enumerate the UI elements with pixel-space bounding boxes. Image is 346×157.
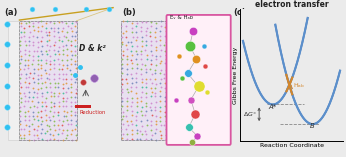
Title: Excited state
electron transfer: Excited state electron transfer bbox=[255, 0, 328, 9]
Text: (b): (b) bbox=[122, 8, 136, 17]
Bar bbox=[19, 21, 76, 141]
Text: H$_{\rm ab}$: H$_{\rm ab}$ bbox=[293, 81, 305, 90]
FancyBboxPatch shape bbox=[166, 15, 231, 145]
Text: D & k²: D & k² bbox=[79, 44, 106, 53]
Bar bbox=[19, 21, 76, 141]
Text: A*: A* bbox=[269, 104, 277, 110]
Text: $\Delta G°$: $\Delta G°$ bbox=[244, 110, 257, 118]
Text: (a): (a) bbox=[4, 8, 18, 17]
Y-axis label: Gibbs Free Energy: Gibbs Free Energy bbox=[234, 47, 238, 104]
Text: Eᵥ & Hₐᴅ: Eᵥ & Hₐᴅ bbox=[170, 15, 193, 20]
Bar bbox=[8, 21, 19, 141]
Bar bbox=[121, 21, 171, 141]
Bar bbox=[75, 105, 91, 108]
Text: B: B bbox=[310, 123, 315, 129]
Text: (c): (c) bbox=[234, 8, 246, 17]
X-axis label: Reaction Coordinate: Reaction Coordinate bbox=[260, 143, 324, 148]
Text: Reduction: Reduction bbox=[79, 110, 106, 115]
Bar bbox=[121, 21, 171, 141]
